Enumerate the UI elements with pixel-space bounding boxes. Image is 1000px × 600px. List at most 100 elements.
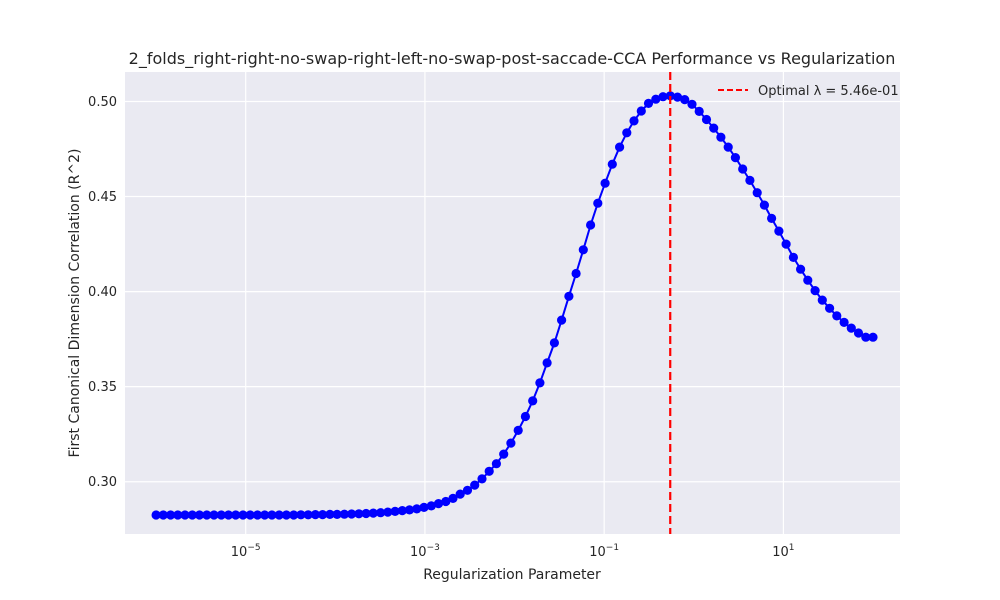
- y-tick-label: 0.45: [88, 190, 117, 205]
- data-point: [680, 95, 690, 105]
- data-point: [767, 213, 777, 223]
- y-tick-label: 0.50: [88, 95, 117, 110]
- data-point: [252, 510, 263, 520]
- data-point: [796, 264, 806, 274]
- data-point: [274, 510, 284, 520]
- data-point: [194, 510, 205, 520]
- data-point: [180, 510, 190, 520]
- x-tick-exponent: 1: [789, 543, 795, 553]
- data-point: [535, 378, 545, 388]
- plot-area: [125, 72, 900, 534]
- data-point: [433, 499, 444, 509]
- x-axis-label: Regularization Parameter: [423, 567, 601, 583]
- data-point: [289, 510, 299, 520]
- data-point: [303, 510, 313, 520]
- data-point: [564, 291, 574, 301]
- data-point: [752, 188, 762, 198]
- data-point: [571, 268, 581, 279]
- data-point: [723, 142, 733, 152]
- data-point: [687, 99, 697, 109]
- x-tick-label: 10−3: [410, 543, 440, 560]
- data-point: [491, 459, 501, 469]
- data-point: [390, 506, 400, 516]
- data-point: [470, 480, 480, 490]
- data-point: [506, 438, 516, 448]
- x-tick-label: 10−5: [231, 543, 261, 560]
- data-point: [788, 252, 799, 262]
- data-point: [738, 164, 748, 174]
- y-tick-label: 0.30: [88, 475, 117, 490]
- data-point: [672, 92, 683, 102]
- data-point: [629, 116, 639, 126]
- data-point: [354, 509, 364, 519]
- legend: Optimal λ = 5.46e-01: [718, 84, 899, 99]
- data-point: [745, 175, 755, 185]
- data-point: [383, 507, 393, 517]
- data-point: [419, 502, 429, 512]
- data-point: [455, 489, 465, 499]
- data-point: [238, 510, 248, 520]
- data-point: [528, 396, 538, 406]
- x-tick-label: 10−1: [589, 543, 619, 560]
- data-point: [281, 510, 291, 520]
- data-point: [484, 466, 494, 476]
- x-tick-exponent: −1: [606, 543, 619, 553]
- data-point: [187, 510, 197, 520]
- y-axis-label: First Canonical Dimension Correlation (R…: [67, 149, 83, 458]
- data-point: [267, 510, 277, 520]
- data-point: [817, 295, 827, 305]
- data-point: [832, 311, 842, 321]
- data-point: [448, 493, 458, 503]
- data-point: [774, 226, 784, 236]
- data-point: [694, 106, 704, 116]
- data-point: [339, 509, 349, 519]
- data-point: [441, 496, 451, 507]
- data-point: [651, 94, 661, 104]
- x-tick-exponent: −3: [427, 543, 440, 553]
- data-point: [586, 220, 596, 230]
- chart-title: 2_folds_right-right-no-swap-right-left-n…: [129, 49, 896, 69]
- data-point: [868, 332, 878, 342]
- x-tick-label: 101: [772, 543, 794, 560]
- data-point: [549, 338, 560, 348]
- data-point: [607, 159, 617, 169]
- data-point: [325, 509, 335, 519]
- data-point: [643, 98, 654, 108]
- data-point: [216, 510, 226, 520]
- data-point: [318, 509, 328, 520]
- data-point: [462, 485, 473, 495]
- data-point: [615, 142, 625, 152]
- data-point: [151, 510, 161, 520]
- x-tick-base: 10: [410, 545, 427, 560]
- data-point: [658, 92, 668, 102]
- y-tick-label: 0.35: [88, 380, 117, 395]
- x-tick-base: 10: [589, 545, 606, 560]
- data-point: [202, 510, 212, 520]
- data-point: [853, 328, 864, 338]
- data-point: [701, 114, 712, 125]
- data-point: [846, 323, 856, 333]
- data-point: [245, 510, 255, 520]
- data-point: [578, 245, 588, 255]
- data-point: [158, 510, 168, 520]
- x-axis-ticks: 10−5 10−3 10−1 101: [231, 543, 795, 560]
- y-tick-label: 0.40: [88, 285, 117, 300]
- data-point: [709, 123, 719, 133]
- data-point: [622, 128, 632, 138]
- legend-label-optimal: Optimal λ = 5.46e-01: [758, 84, 899, 99]
- x-tick-exponent: −5: [247, 543, 260, 553]
- data-point: [665, 91, 675, 101]
- data-point: [839, 317, 849, 327]
- data-point: [209, 510, 219, 520]
- data-point: [759, 200, 770, 210]
- data-point: [310, 509, 320, 520]
- data-point: [173, 510, 183, 520]
- data-point: [557, 315, 567, 325]
- data-point: [716, 132, 726, 142]
- data-point: [520, 411, 531, 422]
- data-point: [810, 286, 820, 296]
- data-point: [376, 508, 386, 518]
- data-point: [332, 509, 342, 519]
- data-point: [499, 449, 509, 459]
